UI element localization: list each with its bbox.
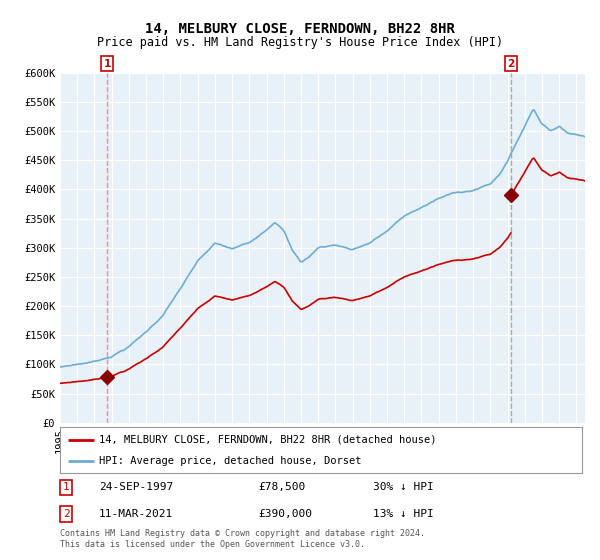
Text: 11-MAR-2021: 11-MAR-2021 — [99, 509, 173, 519]
Text: HPI: Average price, detached house, Dorset: HPI: Average price, detached house, Dors… — [99, 456, 362, 466]
Text: 1: 1 — [63, 482, 70, 492]
Text: 30% ↓ HPI: 30% ↓ HPI — [373, 482, 434, 492]
Text: 2: 2 — [507, 59, 514, 69]
Text: 24-SEP-1997: 24-SEP-1997 — [99, 482, 173, 492]
Text: 14, MELBURY CLOSE, FERNDOWN, BH22 8HR (detached house): 14, MELBURY CLOSE, FERNDOWN, BH22 8HR (d… — [99, 435, 437, 445]
Text: 1: 1 — [103, 59, 110, 69]
Text: Contains HM Land Registry data © Crown copyright and database right 2024.
This d: Contains HM Land Registry data © Crown c… — [60, 529, 425, 549]
Text: 2: 2 — [63, 509, 70, 519]
Text: 14, MELBURY CLOSE, FERNDOWN, BH22 8HR: 14, MELBURY CLOSE, FERNDOWN, BH22 8HR — [145, 22, 455, 36]
Text: Price paid vs. HM Land Registry's House Price Index (HPI): Price paid vs. HM Land Registry's House … — [97, 36, 503, 49]
Text: £390,000: £390,000 — [259, 509, 313, 519]
Text: 13% ↓ HPI: 13% ↓ HPI — [373, 509, 434, 519]
Text: £78,500: £78,500 — [259, 482, 305, 492]
